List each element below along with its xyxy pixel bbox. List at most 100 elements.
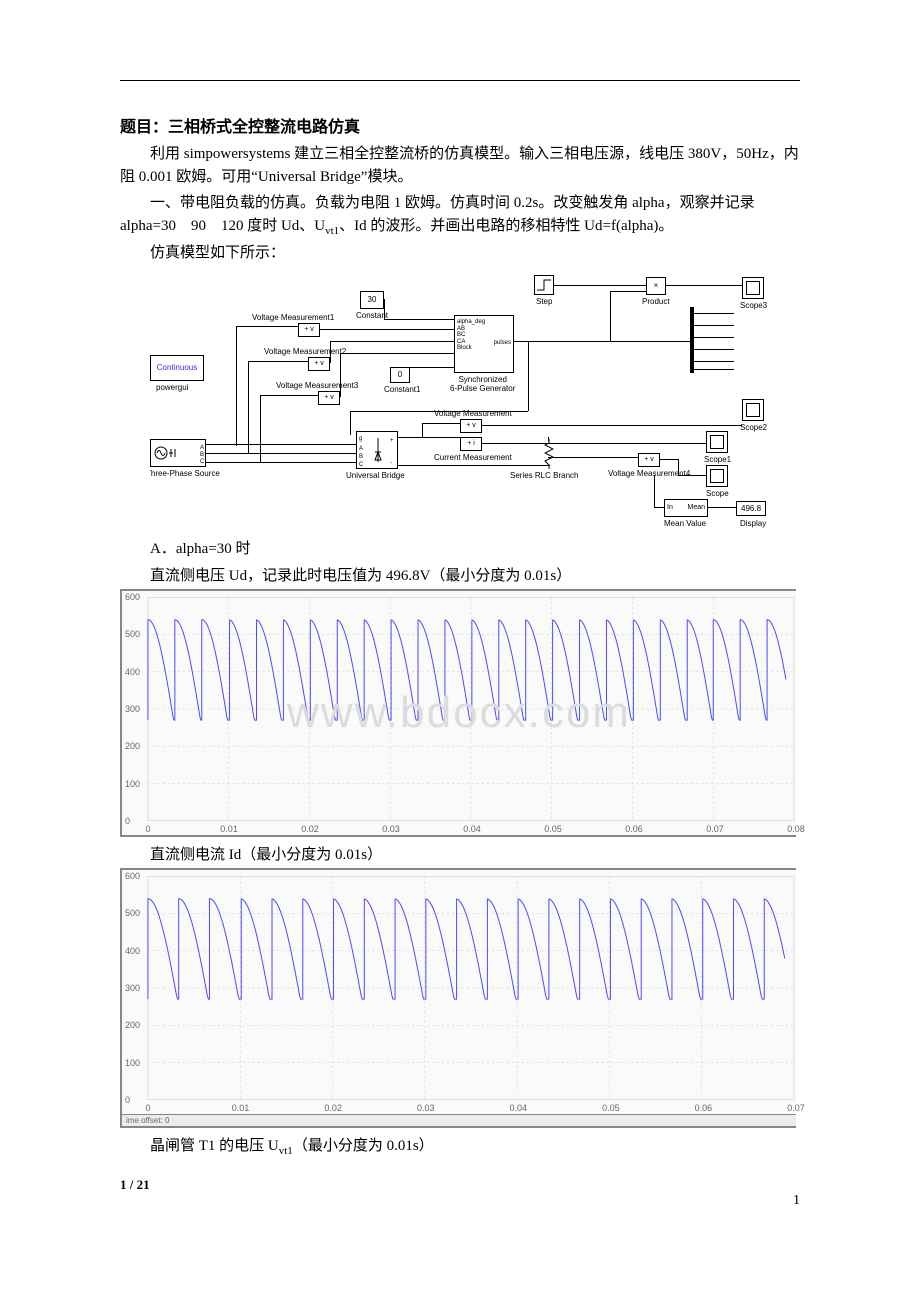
scope3-block (742, 277, 764, 299)
y-tick-label: 400 (125, 946, 140, 956)
scope2-label: Scope2 (740, 423, 767, 432)
mean-in: In (667, 504, 673, 512)
page-number-right: 1 (793, 1193, 800, 1209)
paragraph-3: 仿真模型如下所示： (120, 242, 800, 265)
x-tick-label: 0.05 (602, 1103, 620, 1113)
x-tick-label: 0.01 (232, 1103, 250, 1113)
mean-block: In Mean (664, 499, 708, 517)
pulse-in2: AB (457, 326, 485, 333)
pulse-in3: BC (457, 332, 485, 339)
x-tick-label: 0.02 (324, 1103, 342, 1113)
svg-text:+: + (390, 438, 394, 444)
time-offset-label: ime offset: 0 (122, 1114, 796, 1126)
scope1-block (706, 431, 728, 453)
x-tick-label: 0 (145, 1103, 150, 1113)
vm3-label: Voltage Measurement3 (276, 381, 358, 390)
svg-text:A: A (200, 445, 204, 451)
vm-out-label: Voltage Measurement (434, 409, 512, 418)
y-tick-label: 300 (125, 983, 140, 993)
vm2-label: Voltage Measurement2 (264, 347, 346, 356)
constant-30-block: 30 (360, 291, 384, 309)
scope1-label: Scope1 (704, 455, 731, 464)
x-tick-label: 0.03 (382, 824, 400, 834)
pulse-gen-block: alpha_deg AB BC CA Block pulses (454, 315, 514, 373)
three-phase-source-label: Three-Phase Source (150, 469, 220, 478)
svg-text:B: B (200, 452, 204, 458)
step-label: Step (536, 297, 552, 306)
display-block: 496.8 (736, 501, 766, 516)
x-tick-label: 0.03 (417, 1103, 435, 1113)
scope3-label: Scope3 (740, 301, 767, 310)
paragraph-1: 利用 simpowersystems 建立三相全控整流桥的仿真模型。输入三相电压… (120, 143, 800, 190)
y-tick-label: 300 (125, 704, 140, 714)
y-tick-label: 400 (125, 667, 140, 677)
x-tick-label: 0.06 (695, 1103, 713, 1113)
top-rule (120, 80, 800, 81)
caption-id: 直流侧电流 Id（最小分度为 0.01s） (120, 843, 800, 864)
mean-label: Mean Value (664, 519, 706, 528)
vm3-block: + v (318, 391, 340, 405)
cm-label: Current Measurement (434, 453, 512, 462)
x-tick-label: 0.04 (510, 1103, 528, 1113)
page-footer: 1 / 21 (120, 1177, 800, 1193)
x-tick-label: 0.07 (787, 1103, 805, 1113)
y-tick-label: 0 (125, 1095, 130, 1105)
mean-out: Mean (687, 504, 705, 512)
pulse-out: pulses (494, 340, 511, 347)
caption-ud: 直流侧电压 Ud，记录此时电压值为 496.8V（最小分度为 0.01s） (120, 564, 800, 585)
step-block (534, 275, 554, 295)
x-tick-label: 0 (145, 824, 150, 834)
svg-text:C: C (200, 459, 205, 465)
caption3-a: 晶闸管 T1 的电压 U (150, 1138, 279, 1154)
caption3-sub: vt1 (279, 1145, 293, 1157)
pulse-in4: CA (457, 339, 485, 346)
y-tick-label: 500 (125, 908, 140, 918)
document-title: 题目：三相桥式全控整流电路仿真 (120, 113, 800, 137)
universal-bridge-block: g A B C + - (356, 431, 398, 469)
paragraph-2: 一、带电阻负载的仿真。负载为电阻 1 欧姆。仿真时间 0.2s。改变触发角 al… (120, 192, 800, 240)
product-block: × (646, 277, 666, 295)
powergui-block: Continuous (150, 355, 204, 381)
vm1-block: + v (298, 323, 320, 337)
x-tick-label: 0.04 (463, 824, 481, 834)
pulse-in5: Block (457, 345, 485, 352)
powergui-label: powergui (156, 383, 188, 392)
scope2-block (742, 399, 764, 421)
scope-label: Scope (706, 489, 729, 498)
caption3-b: （最小分度为 0.01s） (293, 1138, 434, 1154)
vm4-block: + v (638, 453, 660, 467)
y-tick-label: 200 (125, 1020, 140, 1030)
chart-ud: 0 100 200 300 400 500 600 0 0.01 0.02 0.03 0.04 0.05… (120, 589, 796, 837)
three-phase-source-block: A B C (150, 439, 206, 467)
svg-text:A: A (359, 446, 363, 452)
x-tick-label: 0.08 (787, 824, 805, 834)
y-tick-label: 500 (125, 629, 140, 639)
product-label: Product (642, 297, 670, 306)
constant-0-label: Constant1 (384, 385, 420, 394)
pulse-in1: alpha_deg (457, 319, 485, 326)
x-tick-label: 0.05 (544, 824, 562, 834)
constant-0-block: 0 (390, 367, 410, 383)
svg-text:C: C (359, 462, 364, 468)
scope-block (706, 465, 728, 487)
x-tick-label: 0.07 (706, 824, 724, 834)
vm1-label: Voltage Measurement1 (252, 313, 334, 322)
y-tick-label: 200 (125, 741, 140, 751)
x-tick-label: 0.01 (220, 824, 238, 834)
y-tick-label: 600 (125, 871, 140, 881)
universal-bridge-label: Universal Bridge (346, 471, 405, 480)
vm-out-block: + v (460, 419, 482, 433)
simulink-diagram: Continuous powergui A B C Three-Phase So… (150, 271, 790, 531)
x-tick-label: 0.02 (301, 824, 319, 834)
y-tick-label: 600 (125, 592, 140, 602)
demux-bar (690, 307, 694, 373)
svg-text:B: B (359, 454, 363, 460)
vm2-block: + v (308, 357, 330, 371)
chart-id: 010020030040050060000.010.020.030.040.05… (120, 868, 796, 1128)
p2-part-b: 、Id 的波形。并画出电路的移相特性 Ud=f(alpha)。 (339, 218, 673, 234)
svg-text:g: g (359, 436, 362, 442)
y-tick-label: 100 (125, 779, 140, 789)
caption-uvt1: 晶闸管 T1 的电压 Uvt1（最小分度为 0.01s） (120, 1134, 800, 1157)
y-tick-label: 0 (125, 816, 130, 826)
svg-text:-: - (390, 460, 392, 466)
